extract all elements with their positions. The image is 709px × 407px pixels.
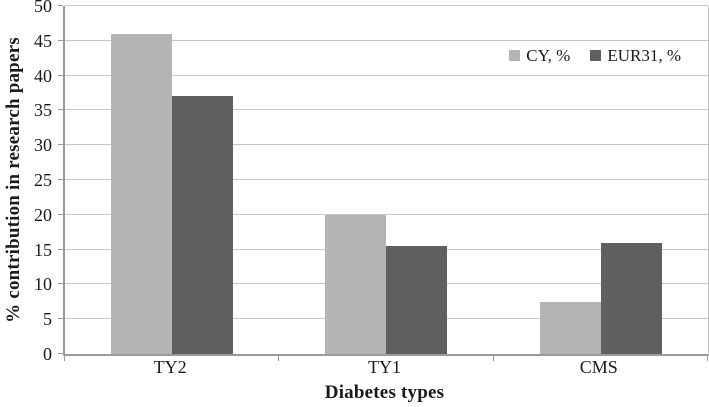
bar-eur31-ty1 — [386, 246, 448, 354]
bar-cy-ty1 — [325, 214, 387, 354]
x-tickmark-2 — [492, 356, 494, 361]
y-tick-label-20: 20 — [34, 204, 52, 225]
x-tickmark-0 — [64, 356, 65, 361]
bar-group-ty2 — [65, 6, 279, 354]
gridline-25 — [65, 179, 708, 180]
legend: CY, % EUR31, % — [509, 44, 681, 66]
y-axis-tick-labels: 0 5 10 15 20 25 30 35 40 45 50 — [0, 0, 52, 363]
bar-eur31-ty2 — [172, 96, 234, 354]
legend-label-cy: CY, % — [526, 45, 571, 65]
y-tick-label-10: 10 — [34, 274, 52, 295]
y-tick-label-40: 40 — [34, 65, 52, 86]
legend-label-eur31: EUR31, % — [607, 45, 681, 65]
y-tickmark-40 — [58, 74, 63, 76]
y-tickmark-10 — [58, 283, 63, 285]
bar-cy-cms — [539, 301, 601, 354]
y-tickmark-20 — [58, 213, 63, 215]
legend-swatch-cy — [509, 49, 521, 61]
y-tick-label-35: 35 — [34, 100, 52, 121]
gridline-45 — [65, 39, 708, 41]
gridline-50 — [65, 5, 708, 6]
y-tick-label-0: 0 — [43, 344, 52, 364]
legend-item-eur31: EUR31, % — [590, 47, 681, 64]
y-tick-label-45: 45 — [34, 30, 52, 51]
bar-group-ty1 — [279, 6, 493, 354]
x-axis-category-labels: TY2 TY1 CMS — [63, 357, 706, 378]
y-tick-label-30: 30 — [34, 135, 52, 156]
bar-eur31-cms — [600, 242, 662, 354]
x-axis-title: Diabetes types — [324, 382, 445, 403]
y-tickmark-15 — [58, 248, 63, 250]
x-tickmark-1 — [278, 356, 280, 361]
y-tick-label-25: 25 — [34, 170, 52, 190]
x-category-label-cms: CMS — [579, 357, 618, 377]
y-tick-label-15: 15 — [34, 239, 52, 260]
gridline-20 — [65, 213, 708, 215]
bar-cy-ty2 — [111, 33, 173, 354]
y-tickmark-25 — [58, 179, 63, 180]
bar-groups-layer — [65, 6, 708, 354]
y-tickmark-0 — [58, 353, 63, 354]
bar-group-cms — [494, 6, 708, 354]
x-category-label-ty2: TY2 — [153, 357, 187, 377]
y-tickmark-5 — [58, 318, 63, 320]
y-tickmark-30 — [58, 144, 63, 146]
gridline-40 — [65, 74, 708, 76]
y-tickmark-50 — [58, 5, 63, 6]
gridline-30 — [65, 144, 708, 146]
y-tick-label-5: 5 — [43, 309, 52, 330]
legend-swatch-eur31 — [590, 49, 602, 61]
y-tickmark-35 — [58, 109, 63, 111]
plot-area — [58, 5, 709, 361]
y-tick-label-50: 50 — [34, 0, 52, 16]
gridline-35 — [65, 109, 708, 111]
legend-item-cy: CY, % — [509, 47, 570, 64]
x-tickmark-3 — [707, 356, 708, 361]
y-tickmark-45 — [58, 39, 63, 41]
x-category-label-ty1: TY1 — [367, 357, 401, 377]
